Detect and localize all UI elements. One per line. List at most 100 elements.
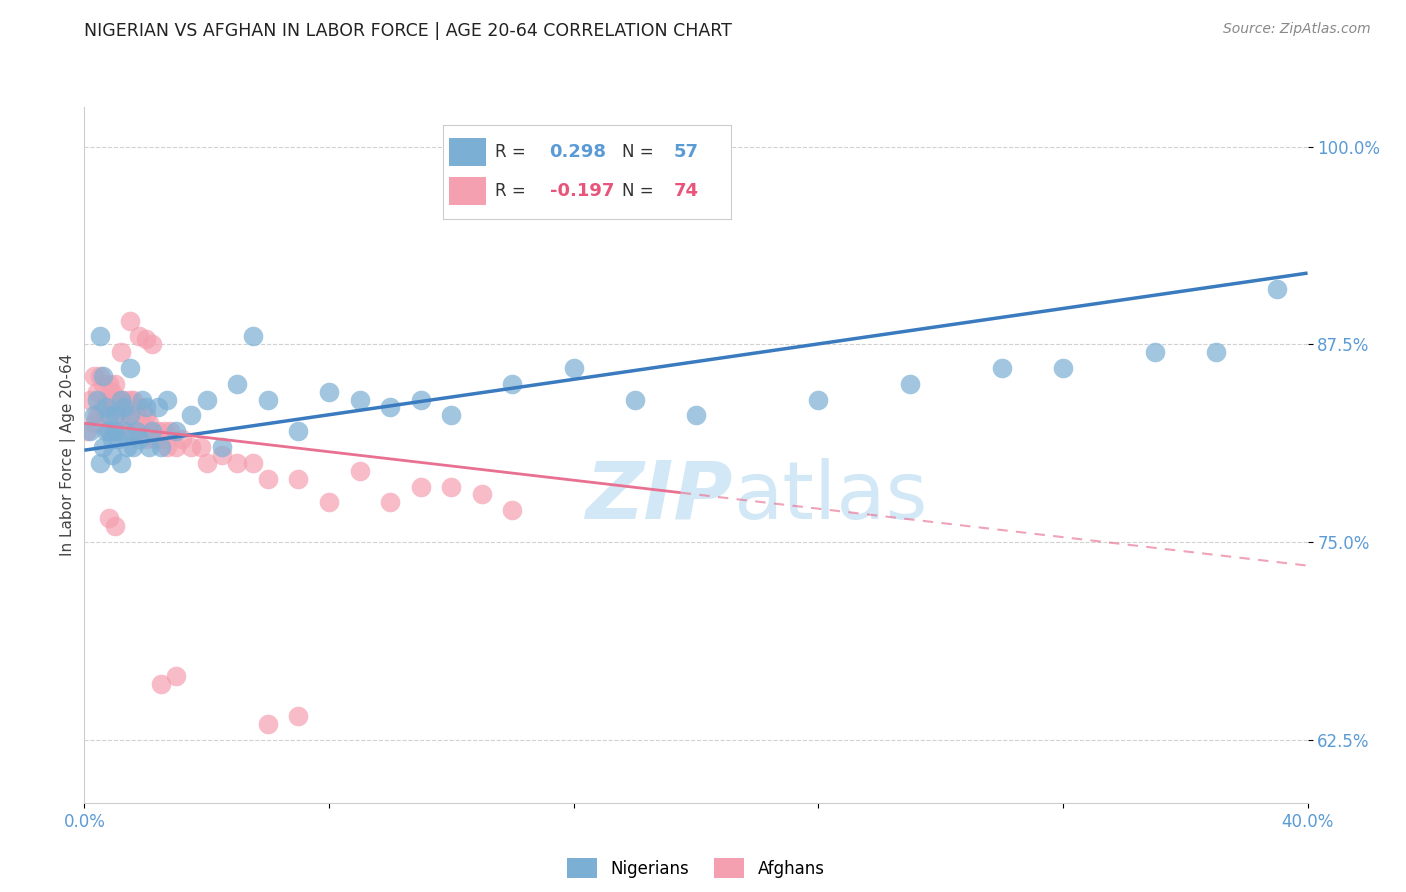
Point xyxy=(156,440,179,454)
Point xyxy=(131,417,153,431)
Point xyxy=(211,448,233,462)
Point xyxy=(104,424,127,438)
Point xyxy=(120,424,142,438)
Point xyxy=(89,368,111,383)
Point xyxy=(112,401,135,415)
Point xyxy=(101,432,124,446)
Point xyxy=(138,417,160,431)
Text: R =: R = xyxy=(495,143,531,161)
Point xyxy=(153,424,176,438)
Point xyxy=(242,456,264,470)
Point xyxy=(83,417,105,431)
Point xyxy=(122,392,145,407)
Point xyxy=(165,669,187,683)
Point xyxy=(104,392,127,407)
Point xyxy=(138,440,160,454)
Point xyxy=(135,432,157,446)
Point xyxy=(349,464,371,478)
Point xyxy=(146,401,169,415)
Text: R =: R = xyxy=(495,182,531,201)
Point xyxy=(110,345,132,359)
Point xyxy=(83,368,105,383)
Point xyxy=(115,440,138,454)
Point xyxy=(149,440,172,454)
Point xyxy=(91,401,114,415)
Point xyxy=(91,376,114,391)
Point xyxy=(165,440,187,454)
Point xyxy=(107,424,129,438)
Point xyxy=(97,392,120,407)
Point xyxy=(141,337,163,351)
Point xyxy=(110,409,132,423)
Point xyxy=(91,440,114,454)
FancyBboxPatch shape xyxy=(449,178,486,205)
Point xyxy=(115,401,138,415)
Point xyxy=(149,677,172,691)
Text: atlas: atlas xyxy=(733,458,927,536)
Point xyxy=(471,487,494,501)
Point xyxy=(128,424,150,438)
Point xyxy=(211,440,233,454)
Point xyxy=(94,409,117,423)
Point xyxy=(83,409,105,423)
Point xyxy=(125,409,148,423)
Point xyxy=(94,392,117,407)
Point xyxy=(122,409,145,423)
Point xyxy=(89,329,111,343)
Point xyxy=(685,409,707,423)
Point xyxy=(135,401,157,415)
Point xyxy=(128,432,150,446)
Point xyxy=(89,456,111,470)
Point xyxy=(1265,282,1288,296)
Point xyxy=(318,495,340,509)
Point xyxy=(125,424,148,438)
Point xyxy=(135,333,157,347)
Point xyxy=(122,440,145,454)
Point xyxy=(257,392,280,407)
Point xyxy=(242,329,264,343)
Y-axis label: In Labor Force | Age 20-64: In Labor Force | Age 20-64 xyxy=(60,354,76,556)
Point xyxy=(141,424,163,438)
Point xyxy=(104,376,127,391)
Point xyxy=(104,519,127,533)
Text: N =: N = xyxy=(621,143,658,161)
Point xyxy=(226,376,249,391)
Point xyxy=(104,409,127,423)
Point xyxy=(76,424,98,438)
Point xyxy=(190,440,212,454)
Point xyxy=(409,392,432,407)
Point xyxy=(1205,345,1227,359)
Point xyxy=(409,479,432,493)
Point xyxy=(180,440,202,454)
Text: 57: 57 xyxy=(673,143,699,161)
Point xyxy=(107,432,129,446)
Point xyxy=(97,376,120,391)
Point xyxy=(180,409,202,423)
Point xyxy=(380,495,402,509)
Point xyxy=(318,384,340,399)
Point xyxy=(112,392,135,407)
Point xyxy=(97,409,120,423)
Point xyxy=(440,409,463,423)
Point xyxy=(120,360,142,375)
Point xyxy=(104,424,127,438)
Point xyxy=(440,479,463,493)
Point xyxy=(120,409,142,423)
Text: N =: N = xyxy=(621,182,658,201)
Point xyxy=(97,424,120,438)
Point xyxy=(110,456,132,470)
Point xyxy=(110,392,132,407)
Point xyxy=(287,708,309,723)
Point xyxy=(86,409,108,423)
Point xyxy=(562,360,585,375)
Point xyxy=(287,472,309,486)
Point xyxy=(128,329,150,343)
Point xyxy=(502,376,524,391)
Point xyxy=(257,472,280,486)
Point xyxy=(79,424,101,438)
Point xyxy=(257,716,280,731)
Point xyxy=(195,456,218,470)
Point xyxy=(349,392,371,407)
Text: NIGERIAN VS AFGHAN IN LABOR FORCE | AGE 20-64 CORRELATION CHART: NIGERIAN VS AFGHAN IN LABOR FORCE | AGE … xyxy=(84,22,733,40)
Text: -0.197: -0.197 xyxy=(550,182,614,201)
